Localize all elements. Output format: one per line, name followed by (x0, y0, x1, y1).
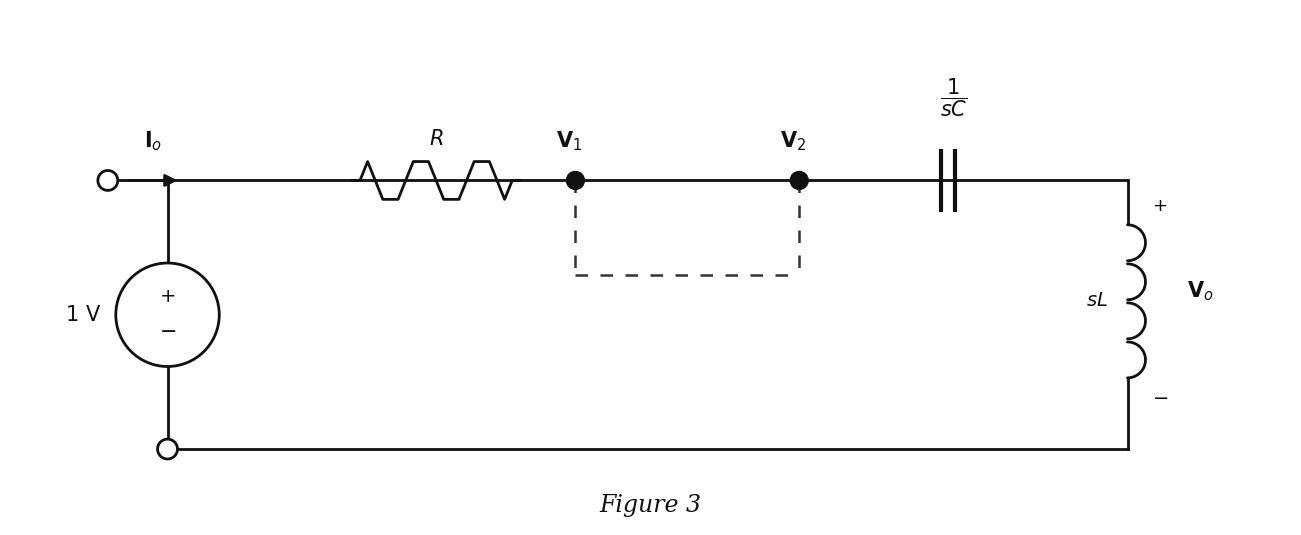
Text: $+$: $+$ (1153, 197, 1167, 215)
Text: $R$: $R$ (429, 128, 444, 149)
Circle shape (98, 171, 118, 190)
Text: $\dfrac{1}{sC}$: $\dfrac{1}{sC}$ (939, 77, 967, 119)
Text: $sL$: $sL$ (1086, 292, 1107, 310)
Text: $\mathbf{V}_1$: $\mathbf{V}_1$ (557, 129, 583, 152)
Text: $\mathbf{V}_o$: $\mathbf{V}_o$ (1188, 280, 1214, 303)
Text: Figure 3: Figure 3 (600, 494, 701, 517)
Text: $\mathbf{I}_o$: $\mathbf{I}_o$ (144, 129, 163, 152)
Circle shape (790, 172, 808, 189)
Text: $\mathbf{V}_2$: $\mathbf{V}_2$ (781, 129, 807, 152)
Text: $+$: $+$ (159, 287, 176, 307)
Circle shape (116, 263, 220, 366)
Circle shape (566, 172, 584, 189)
Text: $-$: $-$ (159, 320, 176, 340)
Circle shape (157, 439, 177, 459)
Text: $1\ \mathrm{V}$: $1\ \mathrm{V}$ (65, 305, 101, 325)
Text: $-$: $-$ (1153, 387, 1168, 407)
